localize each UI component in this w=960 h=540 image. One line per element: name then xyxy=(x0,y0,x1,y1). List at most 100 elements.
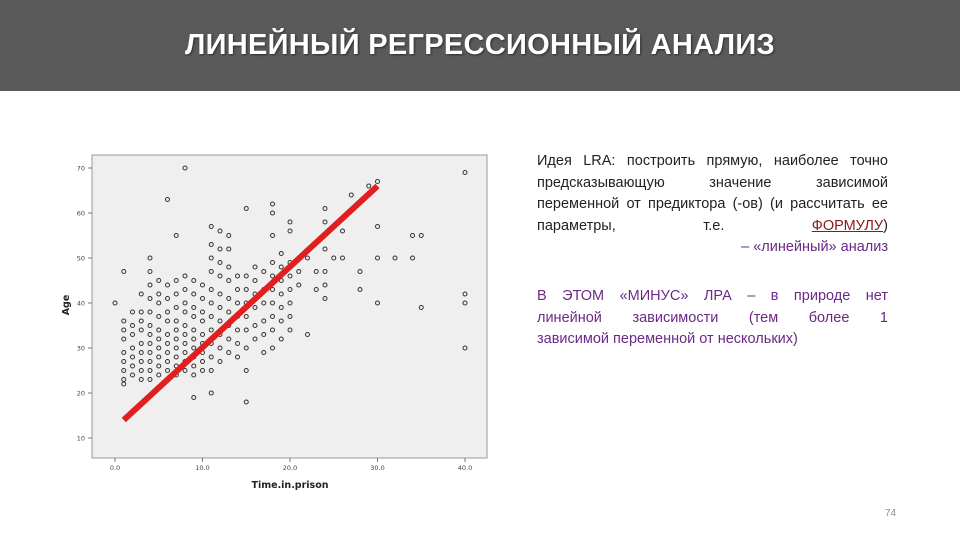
data-point xyxy=(208,354,214,360)
data-point xyxy=(200,309,205,315)
data-point xyxy=(156,345,162,351)
data-point xyxy=(322,269,328,274)
data-point xyxy=(270,314,275,319)
data-point xyxy=(217,273,223,279)
data-point xyxy=(147,341,153,346)
data-point xyxy=(208,390,214,396)
idea-line-3: зависимой переменной от предиктора (-ов) xyxy=(537,174,888,213)
idea-line-4-prefix: (и рассчитать ее параметры, т.е. xyxy=(537,196,888,234)
data-points xyxy=(112,165,468,405)
data-point xyxy=(165,368,170,373)
data-point xyxy=(226,296,232,301)
data-point xyxy=(156,314,162,319)
y-tick-label: 20 xyxy=(77,390,85,398)
data-point xyxy=(200,332,205,337)
linear-analysis-note: – «линейный» анализ xyxy=(741,239,888,255)
data-point xyxy=(270,233,275,238)
data-point xyxy=(261,332,267,337)
data-point xyxy=(156,363,162,369)
data-point xyxy=(182,332,188,337)
data-point xyxy=(147,323,153,328)
data-point xyxy=(217,228,223,234)
data-point xyxy=(147,359,153,364)
data-point xyxy=(130,332,135,337)
data-point xyxy=(235,273,240,279)
data-point xyxy=(287,300,293,306)
data-point xyxy=(147,309,153,315)
data-point xyxy=(313,287,319,292)
data-point xyxy=(173,291,179,297)
data-point xyxy=(252,323,258,328)
data-point xyxy=(261,300,267,306)
data-point xyxy=(156,278,162,283)
data-point xyxy=(278,251,284,256)
x-tick-label: 40.0 xyxy=(458,464,472,472)
data-point xyxy=(200,368,205,373)
data-point xyxy=(278,305,284,310)
data-point xyxy=(165,309,170,315)
regression-line xyxy=(121,183,380,423)
data-point xyxy=(165,282,170,288)
slide-header: ЛИНЕЙНЫЙ РЕГРЕССИОННЫЙ АНАЛИЗ xyxy=(0,0,960,91)
data-point xyxy=(191,314,197,319)
data-point xyxy=(322,282,328,288)
y-tick-label: 50 xyxy=(77,255,85,263)
data-point xyxy=(173,345,179,351)
data-point xyxy=(270,260,275,265)
data-point xyxy=(165,359,170,364)
data-point xyxy=(278,318,284,324)
data-point xyxy=(261,350,267,355)
data-point xyxy=(182,300,188,306)
x-tick-label: 0.0 xyxy=(110,464,120,472)
data-point xyxy=(173,278,179,283)
data-point xyxy=(138,377,144,382)
data-point xyxy=(270,345,275,351)
page-number: 74 xyxy=(885,508,897,519)
data-point xyxy=(130,363,135,369)
data-point xyxy=(278,336,284,342)
data-point xyxy=(375,179,380,184)
data-point xyxy=(156,336,162,342)
data-point xyxy=(252,278,258,283)
data-point xyxy=(243,314,249,319)
data-point xyxy=(322,246,328,252)
data-point xyxy=(147,282,153,288)
data-point xyxy=(182,287,188,292)
data-point xyxy=(121,269,127,274)
data-point xyxy=(147,377,153,382)
data-point xyxy=(322,296,328,301)
idea-paragraph: Идея LRA: построить прямую, наиболее точ… xyxy=(537,151,888,259)
data-point xyxy=(130,345,135,351)
idea-line-4: (и рассчитать ее параметры, т.е. ФОРМУЛУ… xyxy=(537,196,888,234)
data-point xyxy=(173,318,179,324)
data-point xyxy=(217,318,223,324)
minus-paragraph: В ЭТОМ «МИНУС» ЛРА – в природе нет линей… xyxy=(537,286,888,351)
data-point xyxy=(182,165,188,171)
data-point xyxy=(243,273,249,279)
data-point xyxy=(226,246,232,252)
data-point xyxy=(287,314,293,319)
data-point xyxy=(121,336,127,342)
data-point xyxy=(200,318,205,324)
data-point xyxy=(165,296,170,301)
data-point xyxy=(287,287,293,292)
data-point xyxy=(156,327,162,333)
data-point xyxy=(217,291,223,297)
data-point xyxy=(121,381,127,387)
data-point xyxy=(138,350,144,355)
data-point xyxy=(173,233,179,238)
data-point xyxy=(375,255,380,261)
data-point xyxy=(191,336,197,342)
data-point xyxy=(191,345,197,351)
data-point xyxy=(208,287,214,292)
data-point xyxy=(270,210,275,216)
data-point xyxy=(165,350,170,355)
data-point xyxy=(182,323,188,328)
data-point xyxy=(357,269,363,274)
data-point xyxy=(217,260,223,265)
data-point xyxy=(278,264,284,270)
formula-word: ФОРМУЛУ xyxy=(811,217,884,234)
data-point xyxy=(165,318,170,324)
x-axis-label: Time.in.prison xyxy=(251,480,328,491)
data-point xyxy=(243,399,249,405)
